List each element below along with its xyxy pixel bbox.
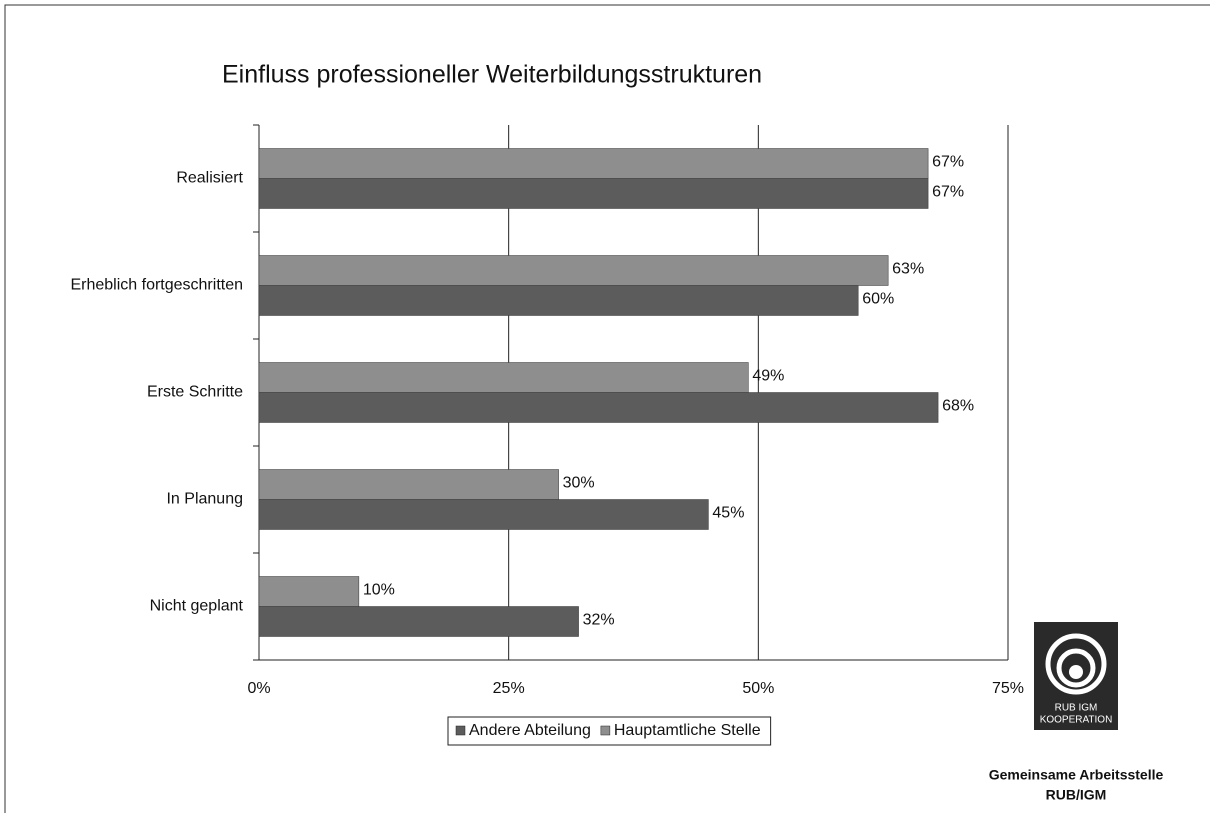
- value-label: 68%: [942, 398, 974, 415]
- value-label: 67%: [932, 154, 964, 171]
- bar: [258, 285, 859, 316]
- frame: [4, 4, 1210, 813]
- x-tick-label: 50%: [742, 680, 774, 697]
- logo-caption: RUB/IGM: [1046, 787, 1107, 803]
- value-label: 10%: [363, 582, 395, 599]
- value-label: 67%: [932, 184, 964, 201]
- y-tick-label: Realisiert: [176, 170, 243, 187]
- legend-label: Andere Abteilung: [469, 722, 591, 739]
- logo-text: RUB IGM: [1055, 703, 1098, 714]
- chart-title: Einfluss professioneller Weiterbildungss…: [222, 61, 762, 89]
- bar: [258, 178, 929, 209]
- logo-dot: [1069, 665, 1083, 679]
- logo: RUB IGM KOOPERATION Gemeinsame Arbeitsst…: [989, 622, 1164, 803]
- logo-caption: Gemeinsame Arbeitsstelle: [989, 767, 1164, 783]
- legend-swatch: [455, 725, 466, 736]
- bar: [258, 392, 939, 423]
- y-tick-label: Erheblich fortgeschritten: [70, 277, 243, 294]
- bar: [258, 499, 709, 530]
- value-label: 30%: [563, 475, 595, 492]
- bar: [258, 255, 889, 286]
- y-tick-label: Erste Schritte: [147, 384, 243, 401]
- bar: [258, 362, 749, 393]
- logo-text: KOOPERATION: [1040, 715, 1113, 726]
- value-label: 49%: [752, 368, 784, 385]
- x-tick-label: 25%: [493, 680, 525, 697]
- value-label: 32%: [583, 612, 615, 629]
- value-label: 60%: [862, 291, 894, 308]
- y-tick-label: In Planung: [166, 491, 243, 508]
- bar: [258, 469, 559, 500]
- legend-label: Hauptamtliche Stelle: [614, 722, 761, 739]
- logo-ring: [1045, 633, 1107, 695]
- y-tick-label: Nicht geplant: [150, 598, 244, 615]
- value-label: 45%: [712, 505, 744, 522]
- logo-ring: [1056, 648, 1096, 688]
- bar: [258, 148, 929, 179]
- bar: [258, 606, 579, 637]
- legend-swatch: [600, 725, 611, 736]
- x-tick-label: 75%: [992, 680, 1024, 697]
- value-label: 63%: [892, 261, 924, 278]
- x-tick-label: 0%: [247, 680, 270, 697]
- bar: [258, 576, 360, 607]
